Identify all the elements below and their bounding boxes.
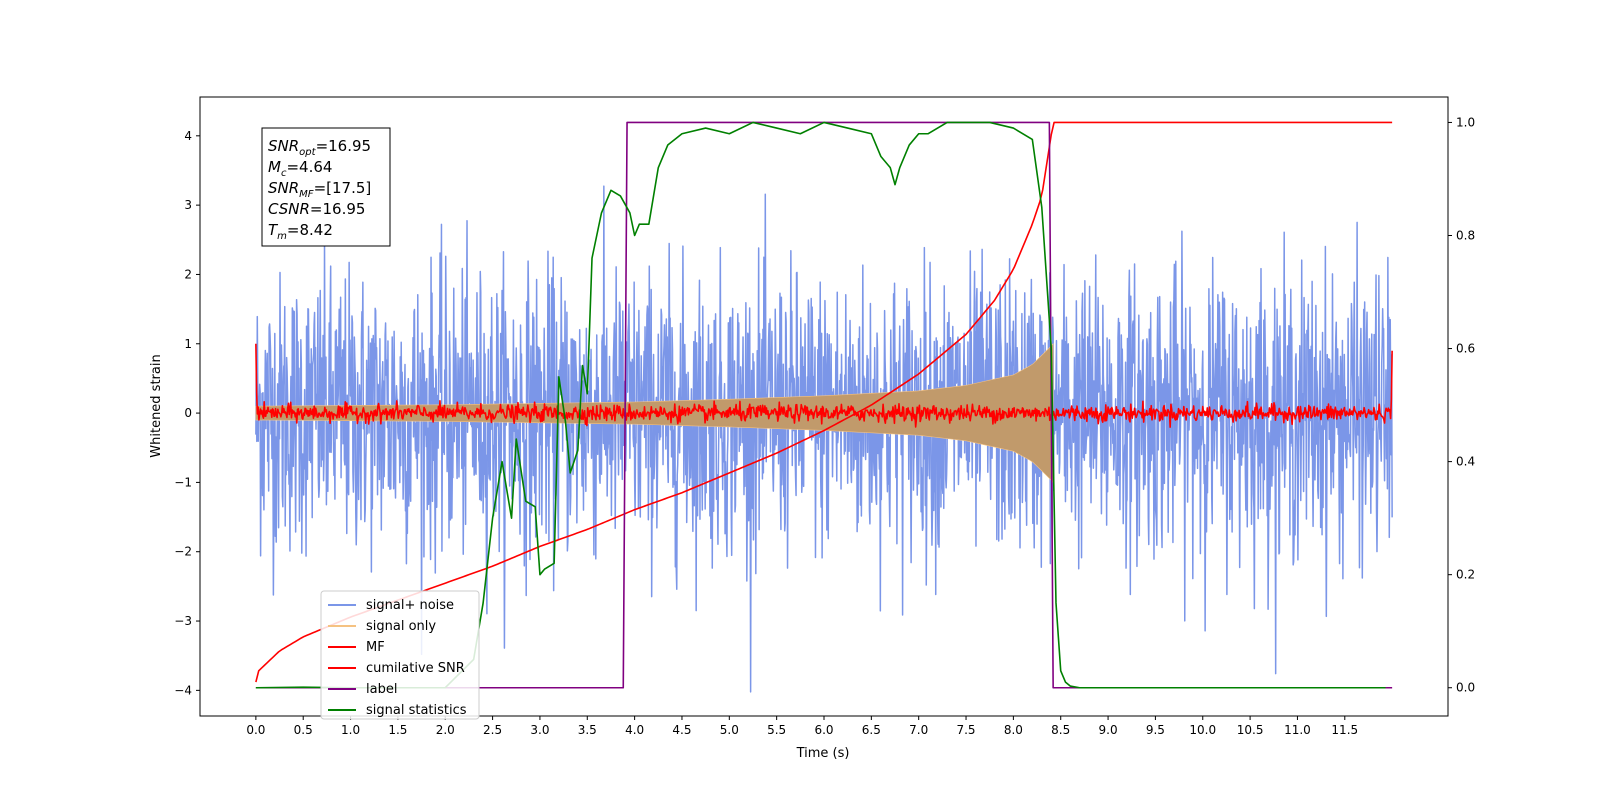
right-y-tick-label: 0.6 <box>1456 342 1475 356</box>
x-tick-label: 0.5 <box>294 723 313 737</box>
legend-label: cumilative SNR <box>366 661 465 676</box>
x-tick-label: 11.5 <box>1331 723 1358 737</box>
annotation-line: SNRopt=16.95 <box>268 137 371 158</box>
annotation-line: Mc=4.64 <box>268 158 332 179</box>
right-y-tick-label: 0.0 <box>1456 681 1475 695</box>
annotation-subscript: MF <box>299 189 314 200</box>
legend-label: MF <box>366 640 385 655</box>
plot-area <box>255 121 1393 693</box>
annotation-value: =[17.5] <box>314 179 372 197</box>
stats-annotation-box: SNRopt=16.95Mc=4.64SNRMF=[17.5]CSNR=16.9… <box>261 127 391 247</box>
right-y-tick-label: 0.2 <box>1456 568 1475 582</box>
left-y-tick-label: 4 <box>184 129 192 143</box>
left-y-tick-label: 3 <box>184 198 192 212</box>
annotation-subscript: c <box>281 168 287 179</box>
x-tick-label: 7.0 <box>909 723 928 737</box>
annotation-value: =16.95 <box>316 137 372 155</box>
left-y-tick-label: −4 <box>174 683 192 697</box>
legend-frame <box>320 590 480 720</box>
legend-label: signal+ noise <box>366 598 454 613</box>
x-tick-label: 10.5 <box>1237 723 1264 737</box>
x-tick-label: 6.5 <box>862 723 881 737</box>
x-tick-label: 9.5 <box>1146 723 1165 737</box>
annotation-value: =8.42 <box>287 221 333 239</box>
x-tick-label: 10.0 <box>1189 723 1216 737</box>
x-axis-label: Time (s) <box>796 746 850 761</box>
x-tick-label: 3.0 <box>530 723 549 737</box>
x-tick-label: 9.0 <box>1099 723 1118 737</box>
left-y-tick-label: −2 <box>174 545 192 559</box>
x-tick-label: 0.0 <box>246 723 265 737</box>
right-y-tick-label: 0.8 <box>1456 228 1475 242</box>
legend-label: label <box>366 682 397 697</box>
left-y-tick-label: −1 <box>174 475 192 489</box>
series-mf <box>255 343 1393 428</box>
annotation-symbol: M <box>268 158 281 176</box>
x-tick-label: 5.5 <box>767 723 786 737</box>
annotation-symbol: CSNR <box>268 200 310 218</box>
left-y-tick-label: 2 <box>184 267 192 281</box>
x-tick-label: 3.5 <box>578 723 597 737</box>
annotation-line: CSNR=16.95 <box>268 200 365 218</box>
x-tick-label: 8.5 <box>1051 723 1070 737</box>
annotation-value: =16.95 <box>310 200 366 218</box>
left-y-axis-ticks: −4 −3 −2 −1 0 1 2 3 4 <box>174 129 200 697</box>
annotation-frame <box>261 127 391 247</box>
x-tick-label: 7.5 <box>956 723 975 737</box>
legend-label: signal only <box>366 619 436 634</box>
legend-label: signal statistics <box>366 703 467 718</box>
x-tick-label: 1.5 <box>388 723 407 737</box>
annotation-line: Tm=8.42 <box>268 221 333 242</box>
left-y-tick-label: −3 <box>174 614 192 628</box>
left-y-tick-label: 0 <box>184 406 192 420</box>
right-y-tick-label: 1.0 <box>1456 115 1475 129</box>
series-signal-statistics <box>255 121 1386 689</box>
x-tick-label: 5.0 <box>720 723 739 737</box>
annotation-symbol: T <box>268 221 279 239</box>
x-tick-label: 11.0 <box>1284 723 1311 737</box>
annotation-symbol: SNR <box>268 179 299 197</box>
annotation-line: SNRMF=[17.5] <box>268 179 371 200</box>
right-y-axis-ticks: 0.0 0.2 0.4 0.6 0.8 1.0 <box>1448 115 1475 695</box>
annotation-value: =4.64 <box>286 158 332 176</box>
x-tick-label: 2.5 <box>483 723 502 737</box>
annotation-subscript: opt <box>299 147 316 158</box>
x-tick-label: 4.0 <box>625 723 644 737</box>
x-axis-ticks: 0.0 0.5 1.0 1.5 2.0 2.5 3.0 3.5 4.0 4.5 5.0 5.5 6.0 6… <box>246 716 1358 737</box>
x-tick-label: 6.0 <box>814 723 833 737</box>
annotation-symbol: SNR <box>268 137 299 155</box>
annotation-subscript: m <box>277 231 287 242</box>
right-y-tick-label: 0.4 <box>1456 455 1475 469</box>
series-cumulative-snr <box>255 121 1393 683</box>
x-tick-label: 1.0 <box>341 723 360 737</box>
x-tick-label: 4.5 <box>672 723 691 737</box>
legend: signal+ noise signal only MF cumilative SNR… <box>320 590 480 720</box>
x-tick-label: 2.0 <box>436 723 455 737</box>
left-y-tick-label: 1 <box>184 337 192 351</box>
y-axis-label: Whitened strain <box>149 354 164 457</box>
x-tick-label: 8.0 <box>1004 723 1023 737</box>
